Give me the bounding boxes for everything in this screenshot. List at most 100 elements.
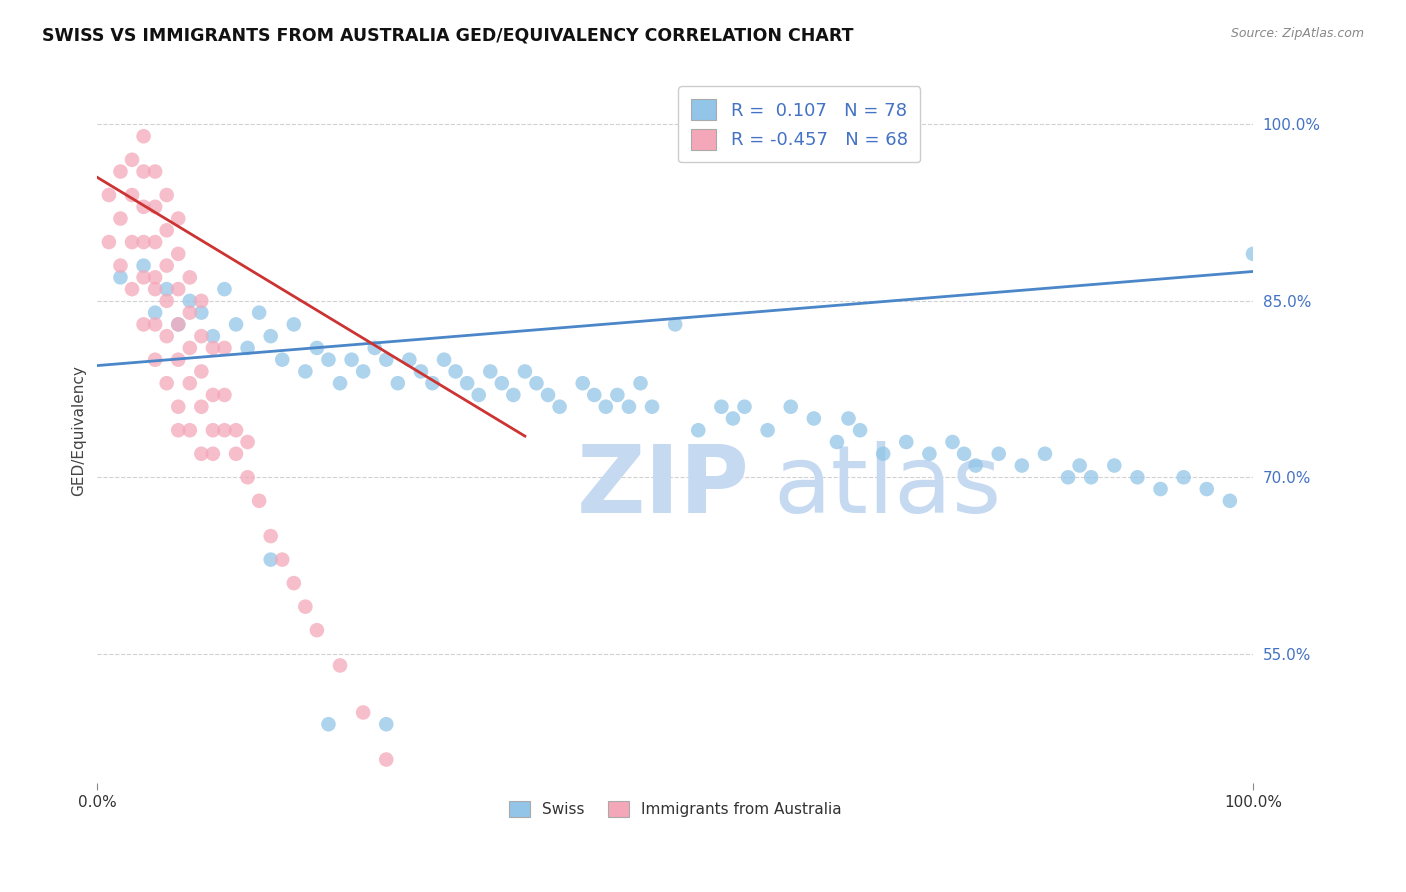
Point	[97, 188, 120, 202]
Point	[479, 364, 502, 378]
Point	[283, 576, 305, 591]
Point	[513, 364, 536, 378]
Point	[121, 153, 143, 167]
Point	[1057, 470, 1080, 484]
Point	[329, 658, 352, 673]
Point	[387, 376, 409, 391]
Point	[97, 235, 120, 249]
Point	[201, 388, 224, 402]
Point	[156, 282, 179, 296]
Point	[190, 293, 212, 308]
Point	[190, 329, 212, 343]
Point	[318, 717, 340, 731]
Point	[167, 318, 190, 332]
Point	[179, 376, 201, 391]
Point	[156, 223, 179, 237]
Point	[271, 552, 294, 566]
Point	[179, 270, 201, 285]
Point	[110, 270, 132, 285]
Point	[318, 352, 340, 367]
Point	[305, 623, 328, 637]
Point	[225, 423, 247, 437]
Point	[571, 376, 593, 391]
Point	[271, 352, 294, 367]
Point	[236, 341, 259, 355]
Point	[214, 388, 236, 402]
Point	[260, 329, 283, 343]
Point	[1126, 470, 1149, 484]
Point	[201, 329, 224, 343]
Point	[375, 752, 398, 766]
Point	[132, 235, 155, 249]
Point	[167, 352, 190, 367]
Point	[247, 305, 270, 319]
Point	[167, 211, 190, 226]
Point	[260, 529, 283, 543]
Point	[491, 376, 513, 391]
Point	[583, 388, 606, 402]
Point	[225, 447, 247, 461]
Point	[143, 352, 166, 367]
Point	[156, 293, 179, 308]
Legend: Swiss, Immigrants from Australia: Swiss, Immigrants from Australia	[501, 794, 849, 825]
Point	[606, 388, 628, 402]
Point	[305, 341, 328, 355]
Point	[110, 259, 132, 273]
Point	[837, 411, 859, 425]
Point	[167, 318, 190, 332]
Point	[110, 164, 132, 178]
Point	[409, 799, 432, 814]
Point	[537, 388, 560, 402]
Point	[143, 305, 166, 319]
Point	[190, 447, 212, 461]
Point	[1241, 247, 1264, 261]
Text: ZIP: ZIP	[576, 441, 749, 533]
Point	[630, 376, 652, 391]
Point	[595, 400, 617, 414]
Point	[179, 305, 201, 319]
Point	[422, 376, 444, 391]
Point	[132, 129, 155, 144]
Point	[132, 318, 155, 332]
Point	[1080, 470, 1102, 484]
Text: SWISS VS IMMIGRANTS FROM AUSTRALIA GED/EQUIVALENCY CORRELATION CHART: SWISS VS IMMIGRANTS FROM AUSTRALIA GED/E…	[42, 27, 853, 45]
Point	[225, 318, 247, 332]
Point	[1104, 458, 1126, 473]
Point	[156, 259, 179, 273]
Point	[444, 858, 467, 872]
Y-axis label: GED/Equivalency: GED/Equivalency	[72, 365, 86, 496]
Point	[467, 388, 489, 402]
Point	[260, 552, 283, 566]
Point	[352, 364, 374, 378]
Point	[1195, 482, 1218, 496]
Point	[710, 400, 733, 414]
Point	[294, 364, 316, 378]
Point	[1173, 470, 1195, 484]
Point	[214, 423, 236, 437]
Point	[896, 435, 918, 450]
Point	[849, 423, 872, 437]
Point	[456, 376, 478, 391]
Point	[143, 282, 166, 296]
Point	[121, 235, 143, 249]
Point	[825, 435, 848, 450]
Point	[688, 423, 710, 437]
Point	[201, 447, 224, 461]
Point	[375, 352, 398, 367]
Point	[201, 423, 224, 437]
Point	[803, 411, 825, 425]
Point	[617, 400, 640, 414]
Point	[121, 282, 143, 296]
Point	[941, 435, 963, 450]
Point	[779, 400, 801, 414]
Point	[156, 329, 179, 343]
Point	[247, 493, 270, 508]
Point	[132, 270, 155, 285]
Point	[721, 411, 744, 425]
Point	[918, 447, 941, 461]
Point	[236, 470, 259, 484]
Point	[132, 200, 155, 214]
Text: Source: ZipAtlas.com: Source: ZipAtlas.com	[1230, 27, 1364, 40]
Point	[756, 423, 779, 437]
Point	[143, 164, 166, 178]
